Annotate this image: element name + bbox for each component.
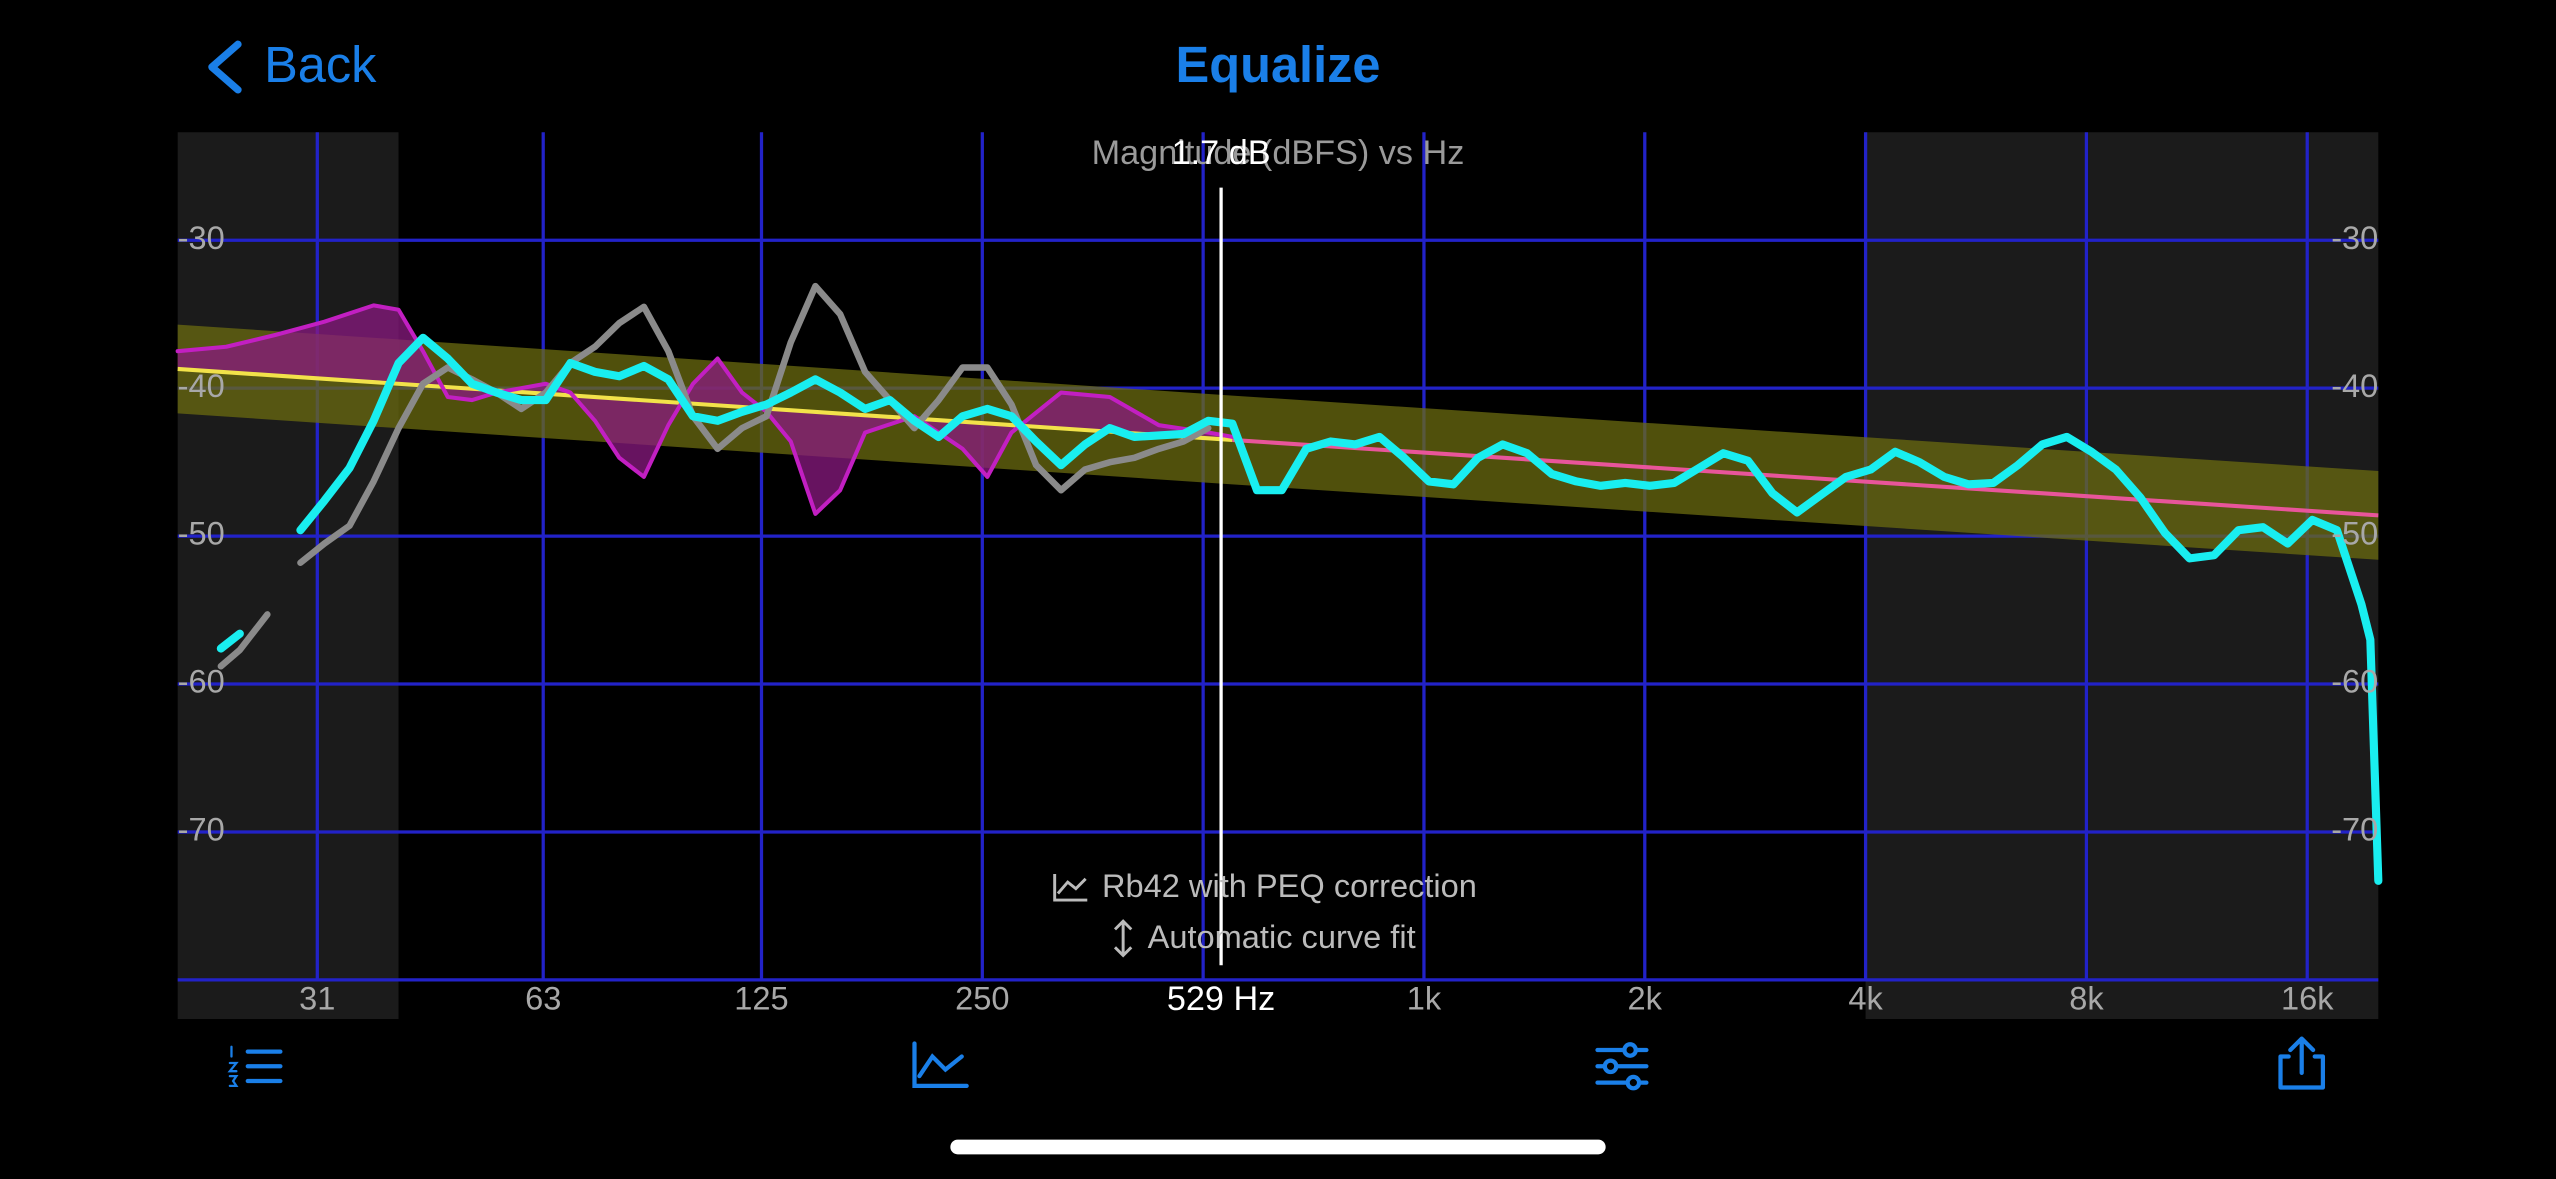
legend-chart-icon bbox=[1053, 873, 1088, 902]
y2-tick-label: -40 bbox=[2331, 367, 2378, 404]
fit-line bbox=[177, 366, 1233, 442]
x-tick-label: 16k bbox=[2281, 980, 2334, 1017]
graph-button[interactable] bbox=[912, 1041, 969, 1088]
list-button[interactable] bbox=[227, 1045, 283, 1088]
legend-arrow-icon bbox=[1113, 919, 1133, 958]
y2-tick-label: -70 bbox=[2331, 811, 2378, 848]
y2-tick-label: -60 bbox=[2331, 663, 2378, 700]
filters-button[interactable] bbox=[1595, 1042, 1649, 1091]
slider-knob bbox=[1622, 1042, 1638, 1058]
list-numbers bbox=[227, 1045, 239, 1088]
plot: Magnitude (dBFS) vs Hz -30 -30 -40 -40 -50 -50… bbox=[175, 132, 2383, 1020]
y-tick-label: -50 bbox=[178, 515, 225, 552]
home-indicator bbox=[950, 1139, 1606, 1155]
x-tick-label: 2k bbox=[1628, 980, 1663, 1017]
slider-knob bbox=[1602, 1058, 1619, 1075]
shaded-range bbox=[1865, 132, 2379, 1020]
y2-tick-label: -50 bbox=[2331, 515, 2378, 552]
toolbar bbox=[227, 1036, 2326, 1091]
shaded-range bbox=[177, 132, 399, 1020]
fit-line bbox=[1232, 437, 2379, 518]
graph-icon bbox=[912, 1041, 969, 1088]
x-tick-label: 1k bbox=[1407, 980, 1442, 1017]
y2-tick-label: -30 bbox=[2331, 219, 2378, 256]
share-button[interactable] bbox=[2278, 1036, 2326, 1090]
x-tick-label: 125 bbox=[734, 980, 788, 1017]
chart-title: Magnitude (dBFS) vs Hz bbox=[1092, 134, 1465, 172]
y-tick-label: -60 bbox=[178, 663, 225, 700]
x-tick-label: 250 bbox=[955, 980, 1009, 1017]
legend-label: Automatic curve fit bbox=[1148, 918, 1416, 955]
share-icon bbox=[2278, 1036, 2326, 1090]
series-line bbox=[217, 282, 1212, 670]
back-button[interactable]: Back bbox=[208, 36, 377, 94]
list-icon bbox=[245, 1049, 283, 1084]
screen-title: Equalize bbox=[1176, 36, 1381, 93]
x-tick-label: 31 bbox=[299, 980, 335, 1017]
series-line bbox=[216, 333, 2383, 885]
x-tick-label: 8k bbox=[2069, 980, 2104, 1017]
back-label[interactable]: Back bbox=[264, 36, 377, 93]
back-chevron bbox=[208, 40, 242, 94]
y-tick-label: -30 bbox=[178, 219, 225, 256]
y-tick-label: -70 bbox=[178, 811, 225, 848]
cursor-label-bg bbox=[1126, 983, 1316, 1020]
slider-knob bbox=[1625, 1074, 1642, 1091]
legend-label: Rb42 with PEQ correction bbox=[1102, 867, 1477, 904]
legend: Rb42 with PEQ correction Automatic curve… bbox=[1053, 867, 1477, 958]
x-tick-label: 4k bbox=[1848, 980, 1883, 1017]
y-tick-label: -40 bbox=[178, 367, 225, 404]
peq-line bbox=[175, 303, 1235, 516]
cursor-x-label: 529 Hz bbox=[1167, 980, 1275, 1018]
cursor-value-label: 1.7 dB bbox=[1172, 134, 1271, 172]
x-tick-label: 63 bbox=[525, 980, 561, 1017]
